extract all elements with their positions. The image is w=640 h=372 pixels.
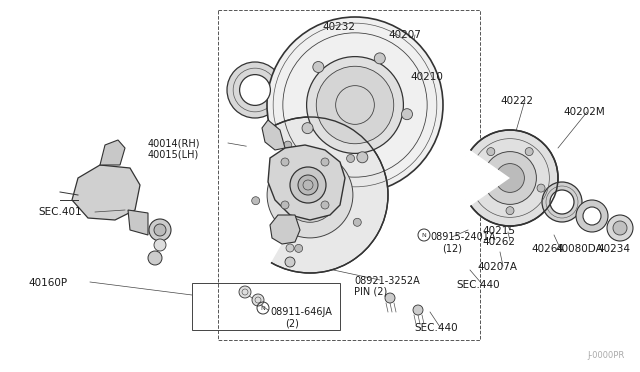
Circle shape <box>506 206 514 215</box>
Text: 40210: 40210 <box>410 72 443 82</box>
Circle shape <box>239 286 251 298</box>
Circle shape <box>239 75 270 105</box>
Circle shape <box>149 219 171 241</box>
Circle shape <box>267 17 443 193</box>
Circle shape <box>316 66 394 144</box>
Circle shape <box>374 53 385 64</box>
Text: 40160P: 40160P <box>28 278 67 288</box>
Circle shape <box>321 158 329 166</box>
Circle shape <box>281 201 289 209</box>
Text: (12): (12) <box>442 243 462 253</box>
Bar <box>218 10 480 340</box>
Circle shape <box>252 294 264 306</box>
Circle shape <box>550 190 574 214</box>
Circle shape <box>484 152 536 204</box>
Circle shape <box>148 251 162 265</box>
Circle shape <box>576 200 608 232</box>
Circle shape <box>613 221 627 235</box>
Circle shape <box>537 184 545 192</box>
Circle shape <box>267 152 353 238</box>
Circle shape <box>294 244 303 253</box>
Circle shape <box>307 57 403 153</box>
Text: 08921-3252A: 08921-3252A <box>354 276 420 286</box>
Wedge shape <box>460 149 510 207</box>
Circle shape <box>495 164 524 192</box>
Circle shape <box>298 175 318 195</box>
Text: 40080DA: 40080DA <box>555 244 603 254</box>
Text: 08915-2401A: 08915-2401A <box>430 232 495 242</box>
Circle shape <box>154 239 166 251</box>
Circle shape <box>232 117 388 273</box>
Text: 40232: 40232 <box>322 22 355 32</box>
Text: 40262: 40262 <box>482 237 515 247</box>
Circle shape <box>290 167 326 203</box>
Circle shape <box>607 215 633 241</box>
Text: 40222: 40222 <box>500 96 533 106</box>
Bar <box>192 283 340 330</box>
Polygon shape <box>270 215 300 244</box>
Circle shape <box>227 62 283 118</box>
Circle shape <box>583 207 601 225</box>
Circle shape <box>353 218 362 226</box>
Circle shape <box>313 61 324 73</box>
Text: SEC.440: SEC.440 <box>258 161 301 171</box>
Circle shape <box>252 197 260 205</box>
Polygon shape <box>100 140 125 165</box>
Circle shape <box>525 148 533 155</box>
Polygon shape <box>128 210 148 235</box>
Text: SEC.440: SEC.440 <box>414 323 458 333</box>
Text: SEC.401: SEC.401 <box>38 207 82 217</box>
Text: N: N <box>422 232 426 237</box>
Circle shape <box>542 182 582 222</box>
Text: J-0000PR: J-0000PR <box>588 351 625 360</box>
Polygon shape <box>268 145 345 220</box>
Circle shape <box>487 148 495 155</box>
Circle shape <box>285 257 295 267</box>
Circle shape <box>475 184 483 192</box>
Polygon shape <box>262 120 285 150</box>
Text: 40015(LH): 40015(LH) <box>148 149 199 159</box>
Text: 40014(RH): 40014(RH) <box>148 138 200 148</box>
Circle shape <box>286 244 294 252</box>
Circle shape <box>302 123 313 134</box>
Text: PIN (2): PIN (2) <box>354 287 387 297</box>
Circle shape <box>284 141 292 149</box>
Text: 40207A: 40207A <box>477 262 517 272</box>
Text: N: N <box>260 305 266 311</box>
Circle shape <box>321 201 329 209</box>
Circle shape <box>413 305 423 315</box>
Circle shape <box>154 224 166 236</box>
Circle shape <box>347 154 355 163</box>
Text: (2): (2) <box>285 318 299 328</box>
Circle shape <box>281 158 289 166</box>
Circle shape <box>357 152 368 163</box>
Text: 40234: 40234 <box>597 244 630 254</box>
Circle shape <box>283 168 337 222</box>
Text: 40215: 40215 <box>482 226 515 236</box>
Text: 40202M: 40202M <box>563 107 605 117</box>
Polygon shape <box>72 165 140 220</box>
Text: SEC.440: SEC.440 <box>456 280 500 290</box>
Text: 08911-646JA: 08911-646JA <box>270 307 332 317</box>
Wedge shape <box>230 126 310 264</box>
Text: 40207: 40207 <box>388 30 421 40</box>
Circle shape <box>385 293 395 303</box>
Circle shape <box>462 130 558 226</box>
Text: 40264: 40264 <box>531 244 564 254</box>
Circle shape <box>401 109 413 120</box>
